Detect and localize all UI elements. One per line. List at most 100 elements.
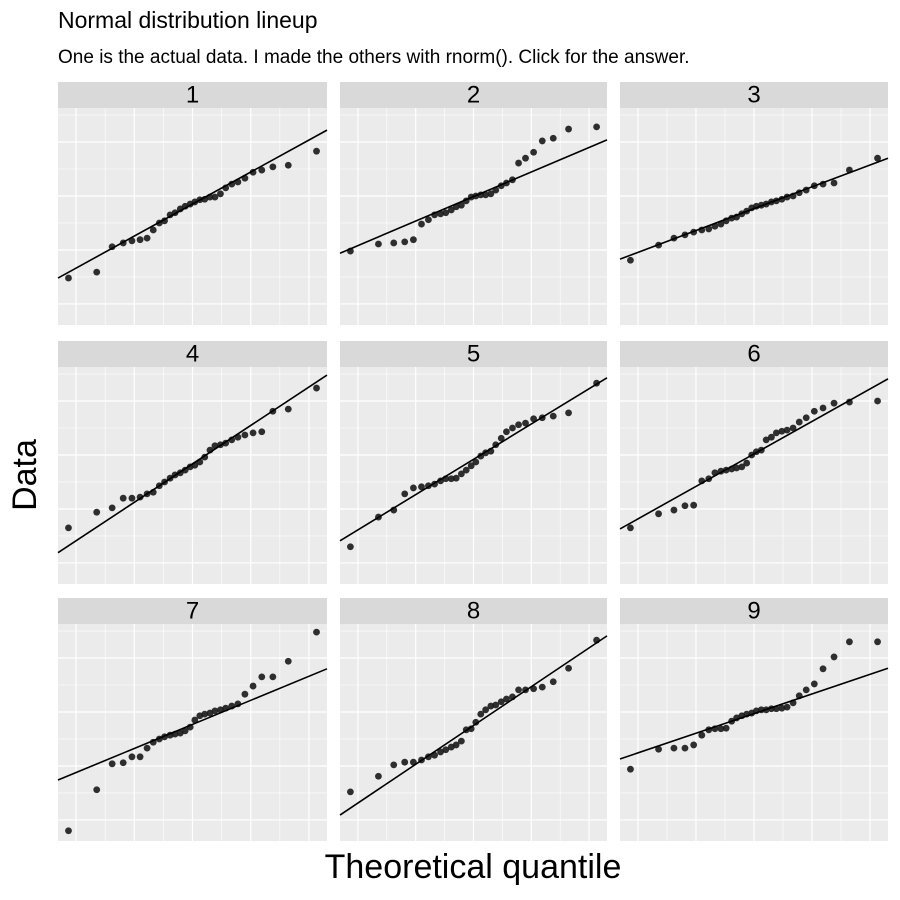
point [762, 436, 770, 444]
point [452, 474, 460, 482]
point [874, 397, 881, 405]
point [65, 274, 72, 282]
reference-line [339, 635, 608, 816]
point [565, 409, 572, 417]
point [670, 506, 678, 514]
point [819, 665, 827, 673]
point [549, 412, 557, 420]
point [258, 673, 266, 681]
point [698, 731, 706, 739]
point [437, 748, 444, 756]
point [347, 788, 354, 796]
reference-line [619, 157, 889, 260]
point [284, 657, 292, 665]
point [768, 433, 775, 441]
point [249, 682, 257, 690]
point [530, 148, 538, 156]
point [487, 190, 495, 198]
point [462, 466, 470, 474]
point [593, 123, 600, 131]
point [549, 134, 557, 142]
point [477, 710, 485, 718]
point [409, 484, 417, 492]
point [830, 399, 838, 407]
point [789, 424, 797, 432]
point [705, 225, 713, 233]
point [442, 209, 450, 217]
strip [620, 598, 888, 624]
x-axis-label: Theoretical quantile [325, 848, 622, 886]
point [503, 695, 510, 703]
point [802, 686, 810, 694]
point [778, 704, 786, 712]
point [655, 745, 662, 753]
strip-label: 8 [467, 597, 480, 624]
point [401, 490, 409, 498]
strip-label: 9 [747, 597, 760, 624]
point [497, 698, 505, 706]
point [830, 179, 838, 187]
point [738, 463, 746, 471]
reference-line [57, 129, 328, 279]
point [269, 673, 277, 681]
point [119, 494, 127, 502]
strip-label: 2 [467, 81, 480, 108]
reference-line [57, 374, 328, 554]
point [65, 827, 72, 835]
point [627, 256, 634, 264]
point [565, 664, 572, 672]
point [783, 426, 791, 434]
point [249, 429, 257, 437]
point [830, 653, 838, 661]
point [108, 760, 116, 768]
point [93, 268, 101, 276]
point [269, 163, 277, 171]
point [733, 464, 740, 472]
point [181, 727, 189, 735]
point [655, 510, 662, 518]
point [772, 429, 780, 437]
point [313, 147, 320, 155]
strip [58, 598, 327, 624]
strip-label: 1 [186, 81, 199, 108]
point [482, 706, 490, 714]
strip [340, 341, 607, 367]
point [810, 680, 818, 688]
point [515, 421, 522, 429]
point [457, 201, 465, 209]
strip-label: 4 [186, 340, 199, 367]
strip [340, 82, 607, 108]
point [211, 193, 219, 201]
point [509, 424, 516, 432]
point [783, 703, 791, 711]
point [457, 737, 465, 745]
point [778, 427, 786, 435]
point [452, 741, 460, 749]
reference-line [57, 668, 328, 781]
point [538, 137, 546, 145]
point [457, 470, 465, 478]
reference-line [619, 667, 889, 760]
point [65, 524, 72, 532]
point [442, 746, 450, 754]
point [284, 405, 292, 413]
point [143, 744, 151, 752]
point [211, 707, 219, 715]
point [93, 508, 101, 516]
y-axis-label: Data [6, 439, 44, 511]
point [795, 418, 803, 426]
point [313, 384, 320, 392]
point [418, 220, 425, 228]
point [819, 404, 827, 412]
point [401, 758, 409, 766]
point [258, 428, 266, 436]
point [722, 724, 730, 732]
point [681, 744, 689, 752]
reference-line [339, 377, 608, 542]
point [717, 725, 725, 733]
point [681, 502, 689, 510]
point [874, 638, 881, 646]
point [418, 483, 425, 491]
point [313, 628, 320, 636]
